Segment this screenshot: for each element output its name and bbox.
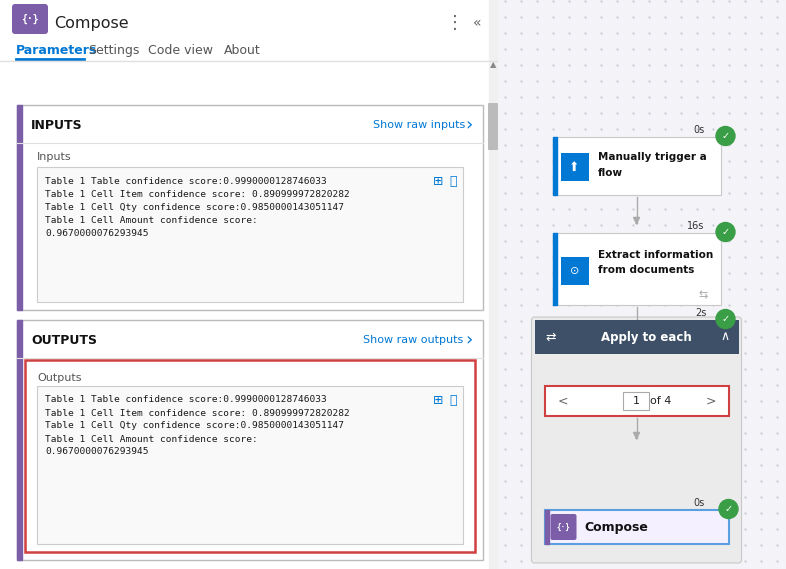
Text: Table 1 Cell Qty confidence score:0.9850000143051147: Table 1 Cell Qty confidence score:0.9850… xyxy=(45,203,344,212)
Text: «: « xyxy=(472,16,481,30)
Text: Extract information: Extract information xyxy=(597,250,713,260)
FancyBboxPatch shape xyxy=(553,137,721,195)
FancyBboxPatch shape xyxy=(488,103,498,150)
Text: Parameters: Parameters xyxy=(16,43,97,56)
Text: INPUTS: INPUTS xyxy=(31,118,83,131)
Text: Show raw outputs: Show raw outputs xyxy=(363,335,463,345)
Bar xyxy=(545,510,549,544)
Text: ⇄: ⇄ xyxy=(545,331,556,344)
FancyBboxPatch shape xyxy=(25,360,475,552)
Text: flow: flow xyxy=(597,168,623,178)
Bar xyxy=(553,233,556,305)
Text: Table 1 Cell Item confidence score: 0.890999972820282: Table 1 Cell Item confidence score: 0.89… xyxy=(45,189,350,199)
Text: ∧: ∧ xyxy=(720,331,729,344)
Text: Compose: Compose xyxy=(54,15,129,31)
Text: About: About xyxy=(224,43,261,56)
Text: ⧉: ⧉ xyxy=(449,175,457,188)
Text: ✓: ✓ xyxy=(722,131,729,141)
Text: 16s: 16s xyxy=(687,221,704,231)
FancyBboxPatch shape xyxy=(534,320,739,354)
Text: Table 1 Cell Amount confidence score:: Table 1 Cell Amount confidence score: xyxy=(45,216,258,225)
Text: ⊞: ⊞ xyxy=(433,175,443,188)
Text: 0s: 0s xyxy=(693,125,704,135)
FancyBboxPatch shape xyxy=(545,386,729,416)
Text: Inputs: Inputs xyxy=(37,152,72,162)
Text: Outputs: Outputs xyxy=(37,373,82,383)
Circle shape xyxy=(716,310,735,328)
Text: {·}: {·} xyxy=(556,522,571,531)
Text: ✓: ✓ xyxy=(725,504,733,514)
Text: >: > xyxy=(705,394,716,407)
FancyBboxPatch shape xyxy=(545,510,729,544)
Text: OUTPUTS: OUTPUTS xyxy=(31,333,97,347)
FancyBboxPatch shape xyxy=(531,317,741,563)
FancyBboxPatch shape xyxy=(560,257,589,285)
Circle shape xyxy=(716,222,735,241)
Text: Apply to each: Apply to each xyxy=(601,331,692,344)
Text: of 4: of 4 xyxy=(650,396,671,406)
FancyBboxPatch shape xyxy=(550,514,576,540)
Text: Table 1 Table confidence score:0.9990000128746033: Table 1 Table confidence score:0.9990000… xyxy=(45,395,327,405)
Text: from documents: from documents xyxy=(597,265,694,275)
Text: ⋮: ⋮ xyxy=(446,14,464,32)
Bar xyxy=(489,0,497,569)
FancyBboxPatch shape xyxy=(12,4,48,34)
Text: Table 1 Cell Item confidence score: 0.890999972820282: Table 1 Cell Item confidence score: 0.89… xyxy=(45,409,350,418)
Text: ▲: ▲ xyxy=(490,60,496,69)
FancyBboxPatch shape xyxy=(560,153,589,181)
Text: ✓: ✓ xyxy=(722,227,729,237)
FancyBboxPatch shape xyxy=(17,320,483,560)
Text: Table 1 Table confidence score:0.9990000128746033: Table 1 Table confidence score:0.9990000… xyxy=(45,176,327,185)
Text: <: < xyxy=(557,394,567,407)
Text: ›: › xyxy=(465,331,472,349)
Text: ⬆: ⬆ xyxy=(569,160,580,174)
Text: ⊙: ⊙ xyxy=(570,266,579,276)
Bar xyxy=(17,105,22,310)
Text: 2s: 2s xyxy=(695,308,706,318)
Text: 0.9670000076293945: 0.9670000076293945 xyxy=(45,229,149,237)
Bar xyxy=(17,320,22,560)
Text: ⊞: ⊞ xyxy=(433,394,443,406)
Text: Compose: Compose xyxy=(585,521,648,534)
Text: 1: 1 xyxy=(633,396,640,406)
Circle shape xyxy=(716,126,735,146)
Circle shape xyxy=(719,500,738,518)
Text: Table 1 Cell Amount confidence score:: Table 1 Cell Amount confidence score: xyxy=(45,435,258,443)
Text: ⇆: ⇆ xyxy=(699,290,708,300)
Text: ⧉: ⧉ xyxy=(449,394,457,406)
Text: Manually trigger a: Manually trigger a xyxy=(597,152,707,162)
FancyBboxPatch shape xyxy=(553,233,721,305)
Text: ✓: ✓ xyxy=(722,314,729,324)
Text: 0.9670000076293945: 0.9670000076293945 xyxy=(45,447,149,456)
Text: Show raw inputs: Show raw inputs xyxy=(373,120,465,130)
FancyBboxPatch shape xyxy=(37,167,463,302)
Bar xyxy=(497,0,786,569)
FancyBboxPatch shape xyxy=(37,386,463,544)
Text: ›: › xyxy=(465,116,472,134)
Bar xyxy=(0,0,497,569)
Text: Table 1 Cell Qty confidence score:0.9850000143051147: Table 1 Cell Qty confidence score:0.9850… xyxy=(45,422,344,431)
FancyBboxPatch shape xyxy=(623,392,648,410)
Text: Settings: Settings xyxy=(88,43,139,56)
Text: {·}: {·} xyxy=(21,14,39,24)
Bar xyxy=(553,137,556,195)
Text: 0s: 0s xyxy=(693,498,704,508)
Text: Code view: Code view xyxy=(148,43,213,56)
FancyBboxPatch shape xyxy=(17,105,483,310)
